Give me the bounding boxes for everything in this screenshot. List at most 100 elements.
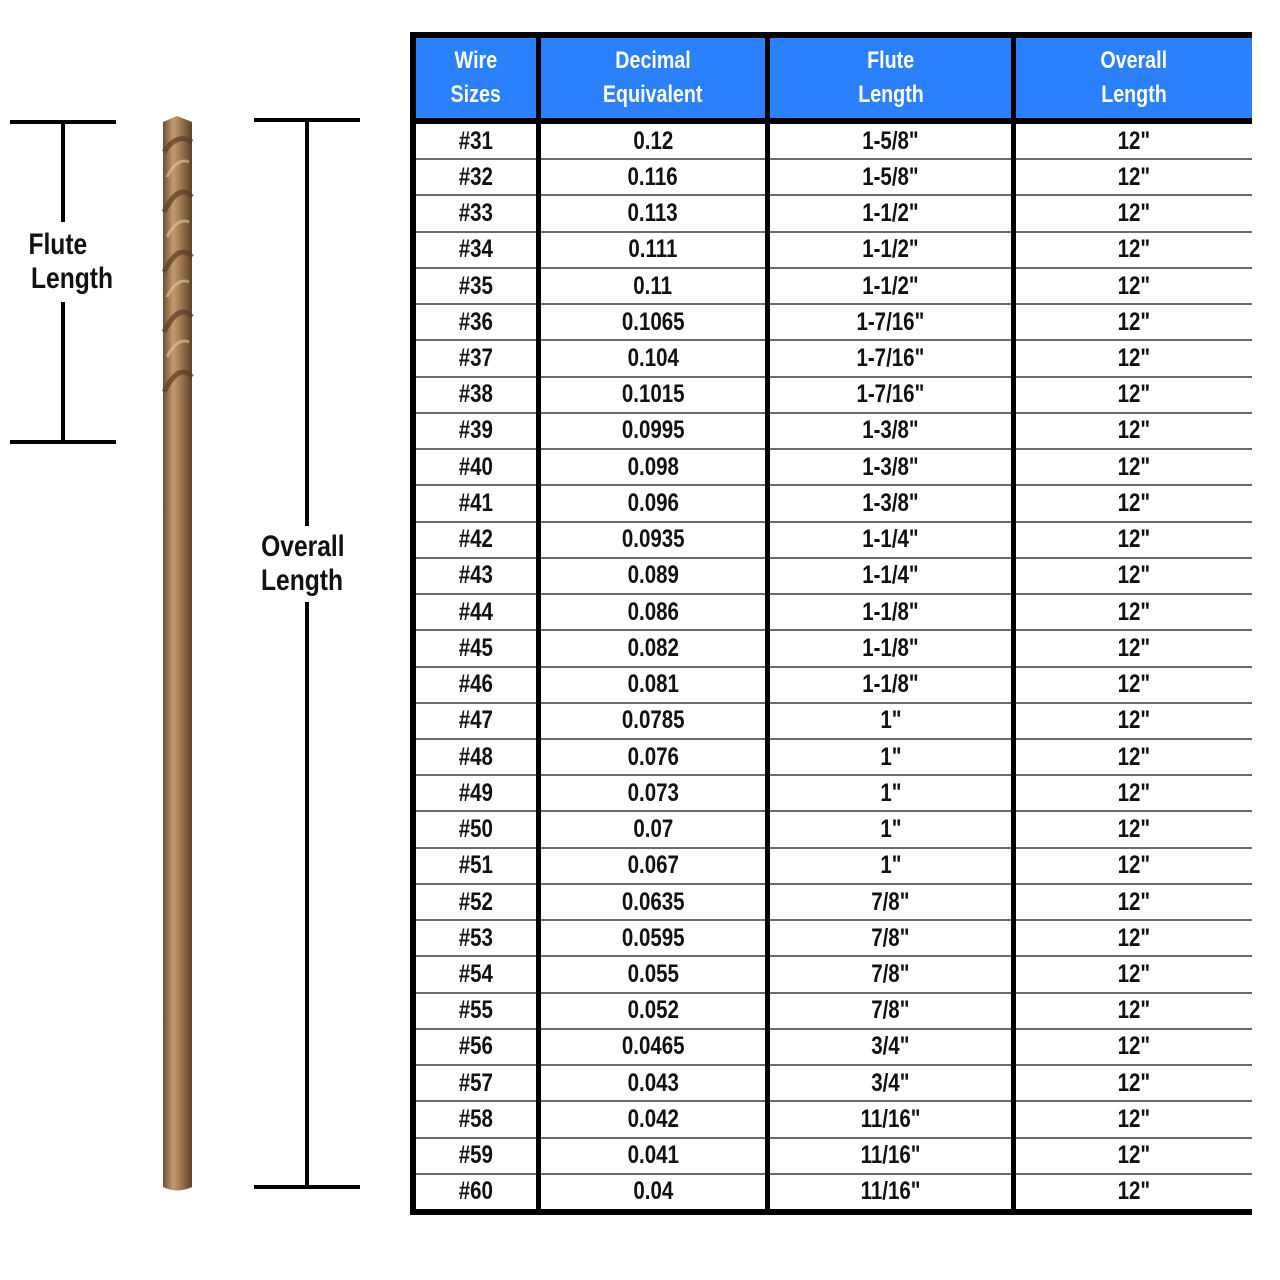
header-text: Equivalent	[603, 81, 703, 108]
flute-bracket-bottom	[10, 440, 116, 444]
cell-flute-length: 1"	[770, 846, 1011, 883]
cell-text: 0.0635	[621, 887, 685, 916]
column-overall-length: Overall Length 12" 12" 12" 12" 12" 12" 12" 12" 12"…	[1016, 38, 1252, 1210]
cell-text: #52	[458, 887, 494, 916]
cell-flute-length: 1-1/2"	[770, 194, 1011, 231]
overall-bracket-line	[305, 120, 309, 1187]
cell-text: 12"	[1117, 670, 1151, 699]
column-decimal-equivalent: Decimal Equivalent 0.12 0.116 0.113 0.111 0.11…	[541, 38, 765, 1210]
cell-decimal-equivalent: 0.073	[541, 774, 765, 811]
overall-length-label: Overall Length	[250, 526, 356, 602]
cell-text: 12"	[1117, 561, 1151, 590]
cell-wire-size: #51	[416, 846, 536, 883]
cell-text: 11/16"	[860, 1104, 921, 1133]
cell-overall-length: 12"	[1016, 810, 1252, 847]
cell-text: 0.073	[627, 778, 679, 807]
cell-overall-length: 12"	[1016, 593, 1252, 630]
cell-text: 12"	[1117, 996, 1151, 1025]
cell-text: 12"	[1117, 199, 1151, 228]
cell-text: 1-3/8"	[862, 488, 919, 517]
cell-overall-length: 12"	[1016, 701, 1252, 738]
cell-text: 1"	[879, 742, 902, 771]
cell-text: #44	[458, 597, 494, 626]
cell-wire-size: #39	[416, 411, 536, 449]
cell-overall-length: 12"	[1016, 375, 1252, 412]
cell-flute-length: 1-7/16"	[770, 339, 1011, 376]
cell-flute-length: 11/16"	[770, 1172, 1011, 1210]
cell-wire-size: #41	[416, 484, 536, 521]
cell-text: 0.0995	[621, 416, 685, 445]
cell-flute-length: 1-5/8"	[770, 124, 1011, 159]
cell-text: 0.0595	[621, 923, 685, 952]
cell-text: 3/4"	[871, 1032, 910, 1061]
cell-decimal-equivalent: 0.043	[541, 1064, 765, 1101]
cell-flute-length: 1-1/8"	[770, 629, 1011, 666]
cell-wire-size: #34	[416, 230, 536, 267]
cell-overall-length: 12"	[1016, 158, 1252, 195]
cell-decimal-equivalent: 0.1065	[541, 303, 765, 340]
cell-text: 1-1/2"	[862, 271, 919, 300]
cell-text: 1-7/16"	[856, 344, 925, 373]
cell-text: 1-1/2"	[862, 235, 919, 264]
cell-text: #49	[458, 778, 494, 807]
cell-text: #40	[458, 452, 494, 481]
cell-overall-length: 12"	[1016, 303, 1252, 340]
cell-overall-length: 12"	[1016, 1100, 1252, 1137]
cell-overall-length: 12"	[1016, 774, 1252, 811]
cell-text: 12"	[1117, 633, 1151, 662]
cell-wire-size: #36	[416, 303, 536, 340]
header-flute-length: Flute Length	[770, 38, 1011, 118]
cell-text: #53	[458, 923, 494, 952]
flute-length-label: Flute Length	[18, 222, 126, 302]
cell-wire-size: #60	[416, 1172, 536, 1210]
overall-bracket-bottom	[254, 1185, 360, 1189]
cell-text: 12"	[1117, 1068, 1151, 1097]
cell-text: 0.076	[627, 742, 679, 771]
cell-flute-length: 1-3/8"	[770, 448, 1011, 485]
cell-overall-length: 12"	[1016, 339, 1252, 376]
cell-flute-length: 7/8"	[770, 919, 1011, 956]
cell-wire-size: #35	[416, 266, 536, 304]
cell-wire-size: #43	[416, 556, 536, 594]
label-line: Length	[30, 262, 113, 295]
cell-text: 1"	[879, 778, 902, 807]
cell-wire-size: #42	[416, 520, 536, 557]
cell-text: 12"	[1117, 271, 1151, 300]
cell-text: 0.1015	[621, 380, 685, 409]
cell-text: #46	[458, 670, 494, 699]
cell-flute-length: 3/4"	[770, 1064, 1011, 1101]
cell-text: 1-1/8"	[862, 670, 919, 699]
cell-text: 12"	[1117, 452, 1151, 481]
cell-overall-length: 12"	[1016, 484, 1252, 521]
cell-decimal-equivalent: 0.042	[541, 1100, 765, 1137]
cell-flute-length: 1-1/2"	[770, 230, 1011, 267]
cell-text: #59	[458, 1141, 494, 1170]
cell-text: 12"	[1117, 235, 1151, 264]
cell-wire-size: #56	[416, 1027, 536, 1065]
cell-flute-length: 1"	[770, 810, 1011, 847]
cell-overall-length: 12"	[1016, 919, 1252, 956]
cell-text: 1-1/4"	[862, 561, 919, 590]
cell-text: 0.111	[628, 235, 678, 264]
cell-overall-length: 12"	[1016, 1136, 1252, 1173]
cell-text: 12"	[1117, 960, 1151, 988]
cell-text: 12"	[1117, 742, 1151, 771]
cell-wire-size: #40	[416, 448, 536, 485]
cell-text: 1-5/8"	[862, 162, 919, 191]
cell-text: 0.07	[633, 815, 673, 844]
cell-decimal-equivalent: 0.055	[541, 955, 765, 992]
cell-decimal-equivalent: 0.086	[541, 593, 765, 630]
cell-wire-size: #37	[416, 339, 536, 376]
cell-text: 0.042	[627, 1104, 679, 1133]
cell-decimal-equivalent: 0.0935	[541, 520, 765, 557]
cell-text: 12"	[1117, 1032, 1151, 1061]
cell-flute-length: 3/4"	[770, 1027, 1011, 1065]
cell-decimal-equivalent: 0.0595	[541, 919, 765, 956]
label-line: Length	[260, 564, 343, 597]
cell-decimal-equivalent: 0.113	[541, 194, 765, 231]
cell-wire-size: #58	[416, 1100, 536, 1137]
cell-text: 12"	[1117, 1177, 1151, 1206]
cell-text: 12"	[1117, 344, 1151, 373]
cell-flute-length: 1-1/2"	[770, 266, 1011, 304]
cell-wire-size: #47	[416, 701, 536, 738]
